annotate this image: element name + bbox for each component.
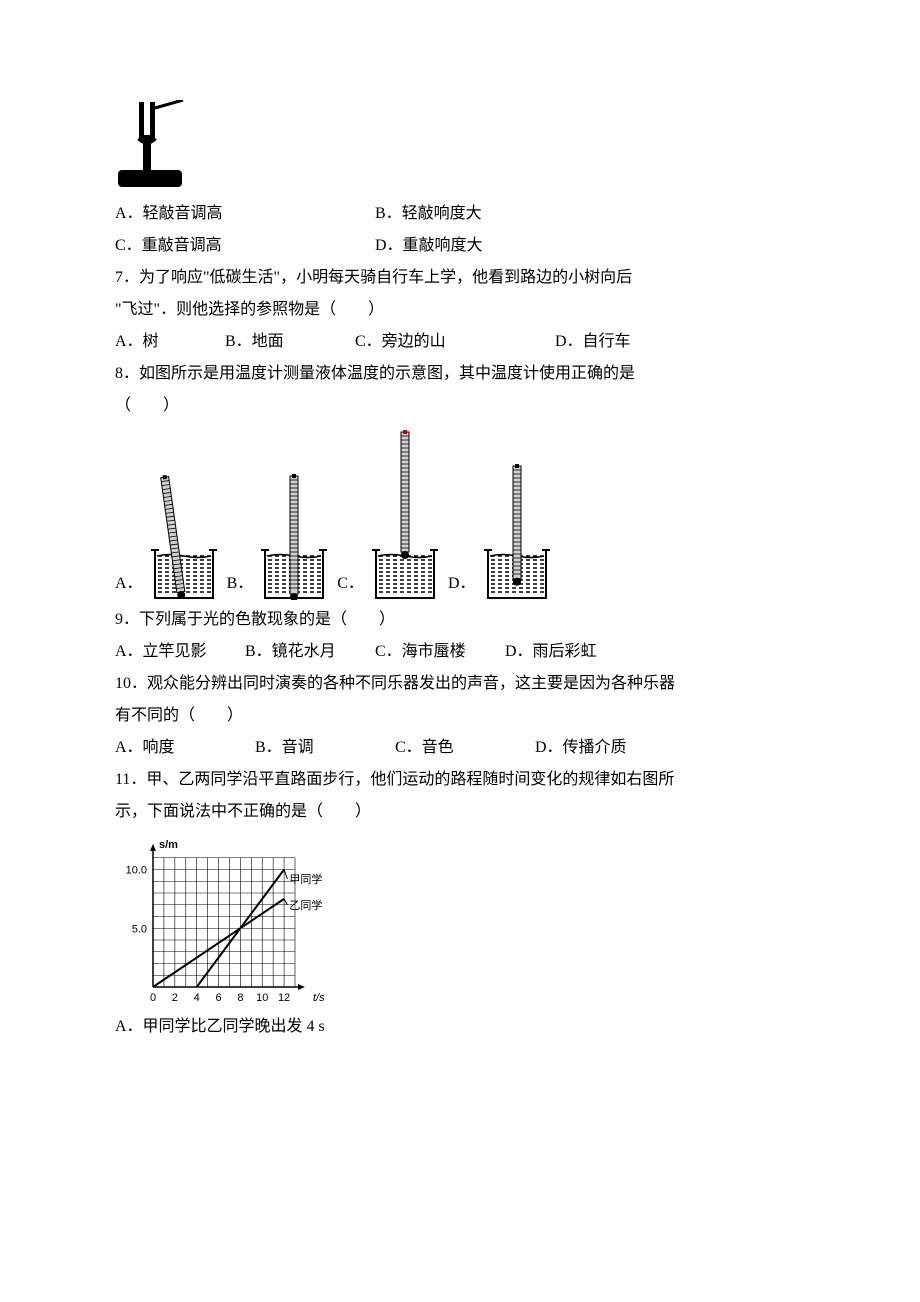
svg-text:s/m: s/m — [159, 839, 178, 851]
q8-item-d[interactable]: D． — [448, 460, 556, 600]
q8-item-b[interactable]: B． — [227, 470, 334, 600]
svg-text:2: 2 — [172, 992, 178, 1004]
q7-opt-d[interactable]: D．自行车 — [555, 326, 675, 358]
q9-stem: 9．下列属于光的色散现象的是（ ） — [115, 604, 805, 636]
thermometer-c-svg — [366, 430, 444, 600]
svg-text:5.0: 5.0 — [132, 923, 147, 935]
q10-opt-c[interactable]: C．音色 — [395, 732, 535, 764]
q9-opt-a[interactable]: A．立竿见影 — [115, 636, 245, 668]
q10-stem-1: 10．观众能分辨出同时演奏的各种不同乐器发出的声音，这主要是因为各种乐器 — [115, 668, 805, 700]
q11-chart: 0 2 4 6 8 10 12 5.0 10.0 s/m t/s 甲同学乙同学 — [115, 834, 345, 1009]
svg-text:10.0: 10.0 — [126, 865, 147, 877]
q7-options: A．树 B．地面 C．旁边的山 D．自行车 — [115, 326, 805, 358]
q6-opt-d[interactable]: D．重敲响度大 — [375, 230, 635, 262]
q9-opt-d[interactable]: D．雨后彩虹 — [505, 636, 635, 668]
q7-opt-b[interactable]: B．地面 — [225, 326, 355, 358]
q8-label-a: A． — [115, 568, 143, 600]
q9-opt-b[interactable]: B．镜花水月 — [245, 636, 375, 668]
q7-stem-2: "飞过"．则他选择的参照物是（ ） — [115, 294, 805, 326]
q7-opt-c[interactable]: C．旁边的山 — [355, 326, 555, 358]
thermometer-d-svg — [478, 460, 556, 600]
q10-stem-2: 有不同的（ ） — [115, 700, 805, 732]
svg-text:甲同学: 甲同学 — [289, 872, 322, 886]
q8-stem-1: 8．如图所示是用温度计测量液体温度的示意图，其中温度计使用正确的是 — [115, 358, 805, 390]
q10-opt-b[interactable]: B．音调 — [255, 732, 395, 764]
svg-text:6: 6 — [215, 992, 221, 1004]
q8-label-d: D． — [448, 568, 476, 600]
q8-figures: A． B． C． D． — [115, 430, 805, 600]
svg-text:10: 10 — [256, 992, 268, 1004]
thermometer-a-svg — [145, 470, 223, 600]
q6-opt-b[interactable]: B．轻敲响度大 — [375, 198, 635, 230]
q7-stem-1: 7．为了响应"低碳生活"，小明每天骑自行车上学，他看到路边的小树向后 — [115, 262, 805, 294]
tuning-fork-icon — [115, 100, 185, 190]
q10-options: A．响度 B．音调 C．音色 D．传播介质 — [115, 732, 805, 764]
q8-item-a[interactable]: A． — [115, 470, 223, 600]
q11-stem-2: 示，下面说法中不正确的是（ ） — [115, 796, 805, 828]
svg-text:12: 12 — [278, 992, 290, 1004]
q6-figure — [115, 100, 805, 190]
q9-options: A．立竿见影 B．镜花水月 C．海市蜃楼 D．雨后彩虹 — [115, 636, 805, 668]
q6-options: A．轻敲音调高 B．轻敲响度大 — [115, 198, 805, 230]
q6-options-2: C．重敲音调高 D．重敲响度大 — [115, 230, 805, 262]
svg-text:乙同学: 乙同学 — [289, 898, 322, 912]
svg-text:t/s: t/s — [313, 992, 325, 1004]
q6-opt-c[interactable]: C．重敲音调高 — [115, 230, 375, 262]
q8-item-c[interactable]: C． — [337, 430, 444, 600]
svg-text:8: 8 — [237, 992, 243, 1004]
svg-text:0: 0 — [150, 992, 156, 1004]
q11-opt-a[interactable]: A．甲同学比乙同学晚出发 4 s — [115, 1011, 805, 1043]
q10-opt-a[interactable]: A．响度 — [115, 732, 255, 764]
q9-opt-c[interactable]: C．海市蜃楼 — [375, 636, 505, 668]
thermometer-b-svg — [255, 470, 333, 600]
q10-opt-d[interactable]: D．传播介质 — [535, 732, 675, 764]
q7-opt-a[interactable]: A．树 — [115, 326, 225, 358]
q8-label-b: B． — [227, 568, 254, 600]
svg-text:4: 4 — [194, 992, 200, 1004]
q8-stem-2: （ ） — [115, 390, 805, 422]
q11-stem-1: 11．甲、乙两同学沿平直路面步行，他们运动的路程随时间变化的规律如右图所 — [115, 764, 805, 796]
q6-opt-a[interactable]: A．轻敲音调高 — [115, 198, 375, 230]
q8-label-c: C． — [337, 568, 364, 600]
